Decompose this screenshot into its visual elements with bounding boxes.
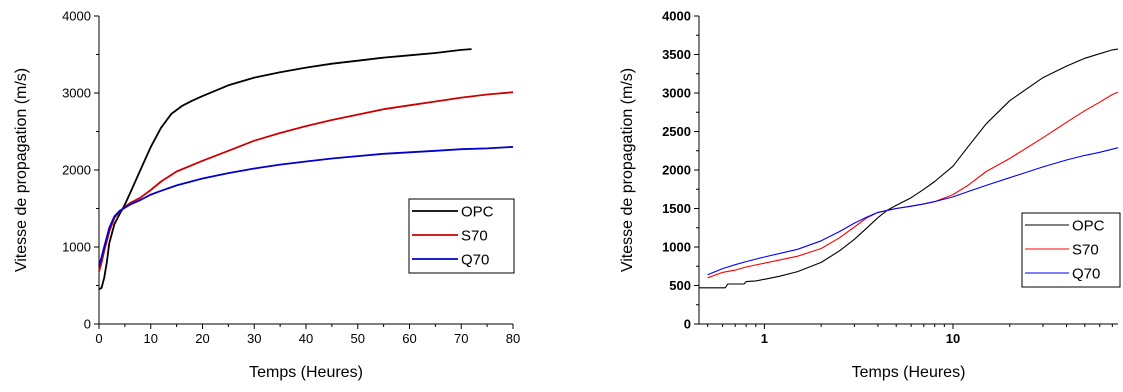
legend-label-s70: S70 bbox=[1072, 242, 1099, 259]
chart-1: 0 1000 2000 3000 4000 0 10 20 30 40 50 60 70 80 Temps … bbox=[13, 9, 520, 382]
y-tick-label: 2500 bbox=[662, 124, 691, 139]
legend-label-q70: Q70 bbox=[461, 252, 489, 269]
x-tick-label: 50 bbox=[351, 331, 365, 346]
series-line-opc bbox=[98, 48, 472, 291]
x-tick-label: 40 bbox=[299, 331, 313, 346]
y-tick-label: 3500 bbox=[662, 47, 691, 62]
y-axis-label: Vitesse de propagation (m/s) bbox=[13, 68, 30, 272]
y-tick-label: 1500 bbox=[662, 201, 691, 216]
legend-label-opc: OPC bbox=[1072, 218, 1105, 235]
legend-label-s70: S70 bbox=[461, 228, 488, 245]
legend-box bbox=[1021, 212, 1121, 288]
series-line-q70 bbox=[98, 146, 514, 267]
x-axis-label: Temps (Heures) bbox=[249, 364, 363, 381]
y-tick-label: 1000 bbox=[662, 240, 691, 255]
y-tick-label: 0 bbox=[84, 317, 91, 332]
legend-label-opc: OPC bbox=[461, 204, 494, 221]
y-axis-label: Vitesse de propagation (m/s) bbox=[619, 68, 636, 272]
series-line-opc bbox=[699, 48, 1119, 289]
y-tick-label: 2000 bbox=[662, 163, 691, 178]
y-tick-label: 500 bbox=[669, 278, 691, 293]
y-tick-label: 0 bbox=[684, 317, 691, 332]
legend: OPC S70 Q70 bbox=[408, 198, 515, 274]
x-tick-label: 70 bbox=[454, 331, 468, 346]
x-tick-label: 1 bbox=[761, 331, 768, 346]
x-tick-label: 0 bbox=[95, 331, 102, 346]
x-tick-label: 30 bbox=[247, 331, 261, 346]
legend: OPC S70 Q70 bbox=[1021, 212, 1121, 288]
y-tick-label: 4000 bbox=[662, 9, 691, 24]
x-tick-label: 10 bbox=[946, 331, 960, 346]
x-tick-label: 80 bbox=[506, 331, 520, 346]
series-line-q70 bbox=[707, 147, 1119, 276]
y-tick-label: 1000 bbox=[62, 240, 91, 255]
chart-2: 0 500 1000 1500 2000 2500 3000 3500 4000 1 10 Temps… bbox=[619, 9, 1121, 381]
x-axis-label: Temps (Heures) bbox=[852, 364, 966, 381]
x-tick-label: 20 bbox=[195, 331, 209, 346]
x-tick-label: 60 bbox=[402, 331, 416, 346]
y-tick-label: 2000 bbox=[62, 163, 91, 178]
legend-label-q70: Q70 bbox=[1072, 266, 1100, 283]
y-tick-label: 3000 bbox=[662, 86, 691, 101]
y-tick-label: 4000 bbox=[62, 9, 91, 24]
y-tick-label: 3000 bbox=[62, 86, 91, 101]
x-tick-label: 10 bbox=[144, 331, 158, 346]
